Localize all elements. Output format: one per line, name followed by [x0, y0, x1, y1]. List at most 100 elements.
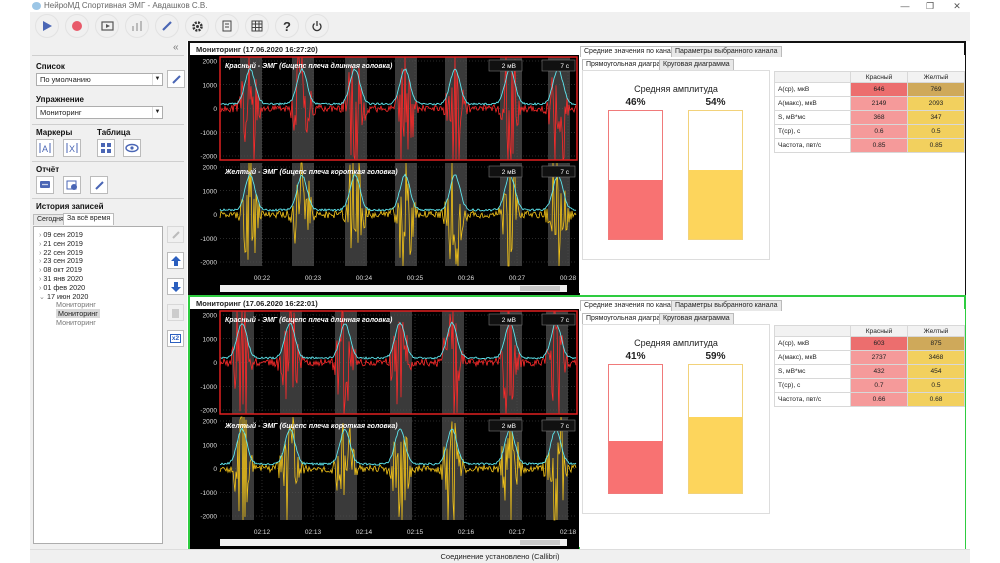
report-edit-button[interactable]: [90, 176, 108, 194]
emg-chart[interactable]: 2000 1000 0 -1000 -2000 Красный - ЭМГ (бицепс…: [190, 55, 579, 295]
power-button[interactable]: [305, 14, 329, 38]
compare-x2-button[interactable]: x2: [167, 330, 184, 347]
table-header: [774, 325, 851, 337]
tab-channel-params[interactable]: Параметры выбранного канала: [671, 300, 782, 311]
y-tick-label: -1000: [200, 490, 217, 497]
tree-date-item[interactable]: › 09 сен 2019: [39, 230, 83, 239]
monitoring-panel-1[interactable]: Мониторинг (17.06.2020 16:27:20) 2000 1000…: [188, 41, 966, 295]
x-tick-label: 02:18: [560, 529, 577, 536]
tree-date-item[interactable]: ⌄ 17 июн 2020: [39, 292, 88, 301]
tree-date-item[interactable]: › 31 янв 2020: [39, 274, 83, 283]
help-button[interactable]: ?: [275, 14, 299, 38]
report-button[interactable]: [215, 14, 239, 38]
maximize-button[interactable]: ❐: [925, 1, 935, 11]
marker-a-button[interactable]: A: [36, 139, 54, 157]
table-header: Красный: [850, 325, 908, 337]
tab-pie-diagram[interactable]: Круговая диаграмма: [659, 59, 734, 70]
tree-record-item[interactable]: Мониторинг: [56, 309, 100, 319]
time-box[interactable]: 7 с: [560, 63, 569, 70]
table-cell-value: 769: [907, 82, 965, 97]
toolbar: ?: [30, 12, 970, 41]
expand-closed-icon[interactable]: ›: [39, 230, 44, 239]
diagram-title: Средняя амплитуда: [634, 338, 718, 348]
move-down-button[interactable]: [167, 278, 184, 295]
time-box[interactable]: 7 с: [560, 169, 569, 176]
edit-list-button[interactable]: [167, 70, 185, 88]
tree-record-item[interactable]: Мониторинг: [56, 318, 96, 327]
tree-edit-button[interactable]: [167, 226, 184, 243]
exercise-select[interactable]: Мониторинг ▼: [36, 106, 163, 119]
report-comment-button[interactable]: [36, 176, 54, 194]
exercise-select-value: Мониторинг: [40, 108, 82, 117]
video-button[interactable]: [95, 14, 119, 38]
list-select[interactable]: По умолчанию ▼: [36, 73, 163, 86]
move-up-button[interactable]: [167, 252, 184, 269]
emg-chart-area[interactable]: 2000 1000 0 -1000 -2000 Красный - ЭМГ (бицепс…: [190, 309, 579, 549]
chart-scrollbar-thumb[interactable]: [520, 540, 560, 545]
expand-closed-icon[interactable]: ›: [39, 247, 44, 257]
marker-x-button[interactable]: X: [63, 139, 81, 157]
y-tick-label: 2000: [203, 59, 218, 66]
table-row: S, мВ*мс 368 347: [774, 110, 965, 125]
expand-closed-icon[interactable]: ›: [39, 256, 44, 266]
exercise-label: Упражнение: [36, 95, 84, 104]
view-table-button[interactable]: [123, 139, 141, 157]
monitoring-panel-2[interactable]: Мониторинг (17.06.2020 16:22:01) 2000 1000…: [188, 295, 966, 549]
chart-scrollbar-thumb[interactable]: [520, 286, 560, 291]
report-settings-button[interactable]: [63, 176, 81, 194]
tree-date-item[interactable]: › 08 окт 2019: [39, 265, 82, 274]
scale-box[interactable]: 2 мВ: [502, 63, 516, 70]
analysis-button[interactable]: [125, 14, 149, 38]
table-cell-value: 0.5: [907, 378, 965, 393]
collapse-sidebar-button[interactable]: «: [173, 42, 179, 53]
tree-date-item[interactable]: › 22 сен 2019: [39, 248, 83, 257]
scale-box[interactable]: 2 мВ: [502, 169, 516, 176]
expand-open-icon[interactable]: ⌄: [39, 291, 48, 301]
table-cell-value: 454: [907, 364, 965, 379]
delete-button[interactable]: [167, 304, 184, 321]
emg-chart[interactable]: 2000 1000 0 -1000 -2000 Красный - ЭМГ (бицепс…: [190, 309, 579, 549]
table-row: Т(ср), с 0.7 0.5: [774, 378, 965, 393]
expand-closed-icon[interactable]: ›: [39, 274, 44, 283]
amplitude-bar-fill: [609, 440, 662, 493]
amplitude-bar-fill: [689, 169, 742, 239]
expand-closed-icon[interactable]: ›: [39, 282, 44, 292]
play-button[interactable]: [35, 14, 59, 38]
table-cell-value: 875: [907, 336, 965, 351]
panel-title: Мониторинг (17.06.2020 16:22:01): [196, 299, 318, 308]
tree-record-item[interactable]: Мониторинг: [56, 300, 96, 309]
scale-box[interactable]: 2 мВ: [502, 317, 516, 324]
record-icon: [72, 21, 82, 31]
close-button[interactable]: ✕: [953, 1, 961, 11]
time-box[interactable]: 7 с: [560, 317, 569, 324]
settings-button[interactable]: [185, 14, 209, 38]
tree-date-item[interactable]: › 23 сен 2019: [39, 256, 83, 265]
tree-date-item[interactable]: › 01 фев 2020: [39, 283, 85, 292]
chevron-down-icon: ▼: [152, 74, 162, 85]
edit-button[interactable]: [155, 14, 179, 38]
stats-table: Красный Желтый А(ср), мкВ 646 769 А(макс), мк…: [774, 71, 965, 153]
minimize-button[interactable]: —: [900, 1, 910, 11]
expand-closed-icon[interactable]: ›: [39, 265, 44, 275]
record-button[interactable]: [65, 14, 89, 38]
table-row: А(ср), мкВ 646 769: [774, 82, 965, 97]
table-row: А(ср), мкВ 603 875: [774, 336, 965, 351]
pencil-icon: [171, 74, 181, 84]
table-grid-button[interactable]: [97, 139, 115, 157]
table-row: А(макс), мкВ 2737 3468: [774, 350, 965, 365]
table-cell-param: Частота, пвт/с: [774, 138, 851, 153]
scale-box[interactable]: 2 мВ: [502, 423, 516, 430]
y-tick-label: -2000: [200, 154, 217, 161]
amplitude-bar-fill: [609, 180, 662, 239]
x-tick-label: 00:27: [509, 275, 526, 282]
table-cell-param: S, мВ*мс: [774, 110, 851, 125]
emg-chart-area[interactable]: 2000 1000 0 -1000 -2000 Красный - ЭМГ (бицепс…: [190, 55, 579, 295]
tab-all-time[interactable]: За всё время: [63, 213, 115, 225]
tree-date-item[interactable]: › 21 сен 2019: [39, 239, 83, 248]
table-cell-value: 0.85: [850, 138, 908, 153]
time-box[interactable]: 7 с: [560, 423, 569, 430]
tab-channel-params[interactable]: Параметры выбранного канала: [671, 46, 782, 57]
table-button[interactable]: [245, 14, 269, 38]
tab-pie-diagram[interactable]: Круговая диаграмма: [659, 313, 734, 324]
expand-closed-icon[interactable]: ›: [39, 238, 44, 248]
